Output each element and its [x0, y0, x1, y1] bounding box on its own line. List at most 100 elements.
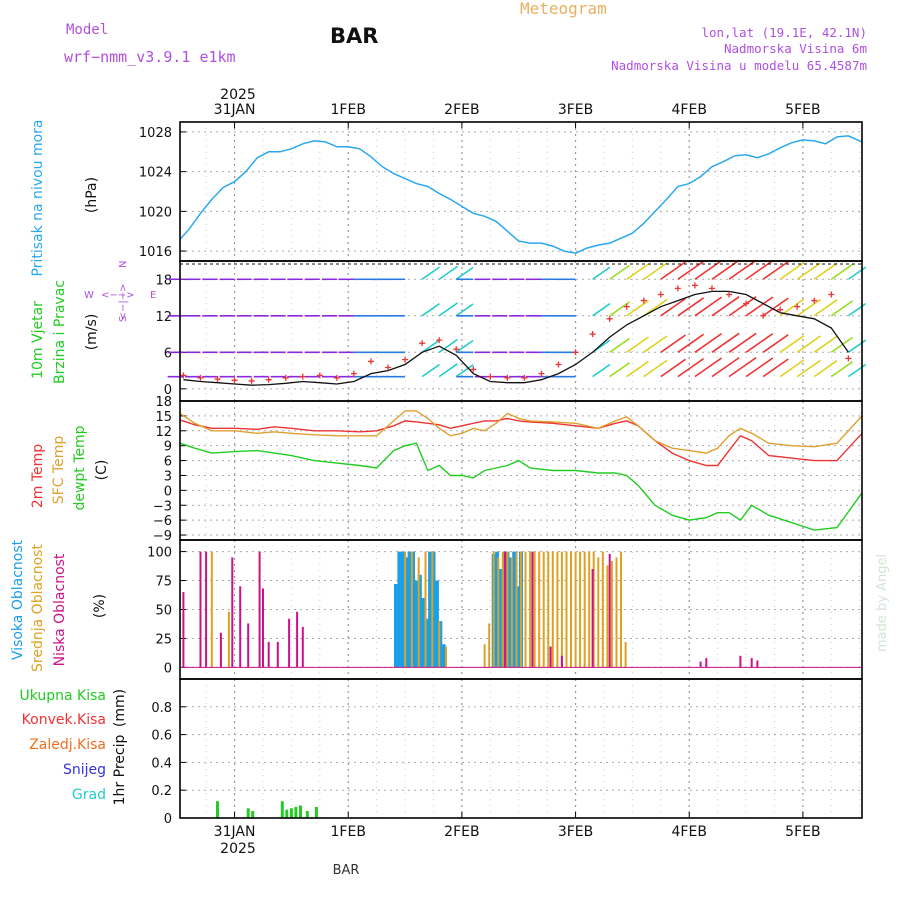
pressure-ylabel: Pritisak na nivou mora [30, 119, 46, 276]
wind-arrow [456, 267, 473, 279]
top-day-label: 4FEB [672, 102, 707, 118]
gust-marker [368, 358, 374, 364]
plot-layer: 1016102010241028061218−9−6−3036912151802… [139, 102, 866, 840]
y-tick-label: 18 [155, 273, 172, 288]
legend-freezing-rain: Zaledj.Kisa [29, 737, 106, 753]
wind-arrow [422, 365, 439, 377]
y-tick-label: 6 [164, 346, 172, 361]
mid-cloud-bar [511, 557, 513, 667]
wind-arrow [439, 266, 457, 279]
low-cloud-bar [751, 658, 753, 667]
gust-marker [249, 378, 255, 384]
mid-cloud-bar [525, 552, 527, 668]
wind-arrow [712, 333, 739, 352]
precip-bar [299, 806, 302, 819]
panel-frame [180, 679, 862, 818]
low-cloud-bar [756, 661, 758, 668]
mid-cloud-bar [556, 552, 558, 668]
low-cloud-bar [705, 658, 707, 667]
y-tick-label: 0.4 [151, 756, 172, 771]
gust-marker [300, 374, 306, 380]
y-tick-label: 6 [164, 455, 172, 470]
low-cloud-bar [262, 589, 264, 668]
mid-cloud-bar [211, 552, 213, 668]
low-cloud-bar [220, 633, 222, 668]
wind-arrow [593, 304, 610, 316]
low-cloud-bar [288, 619, 290, 668]
wind-unit: (m/s) [84, 314, 100, 351]
mid-cloud-bar [575, 552, 577, 668]
wind-arrow [831, 337, 852, 352]
y-tick-label: 1024 [139, 166, 172, 181]
cloud-unit: (%) [92, 594, 108, 618]
wind-arrow [729, 297, 756, 316]
wind-arrow [695, 334, 722, 353]
mid-cloud-bar [588, 552, 590, 668]
precip-ylabel: 1hr Precip [112, 735, 128, 806]
wind-arrow [746, 334, 773, 353]
wind-arrow [831, 362, 852, 377]
wind-arrow [610, 338, 630, 352]
mid-cloud-bar [493, 552, 495, 668]
top-year: 2025 [220, 87, 256, 103]
gust-marker [351, 371, 357, 377]
low-cloud-bar [200, 552, 202, 668]
bottom-year: 2025 [220, 841, 256, 857]
location-text: lon,lat (19.1E, 42.1N) [701, 25, 867, 40]
model-label: Model [66, 22, 108, 38]
mid-cloud-bar [611, 561, 613, 668]
precip-bar [306, 811, 309, 818]
low-cloud-bar [561, 656, 563, 668]
mid-cloud-bar [418, 557, 420, 667]
mid-cloud-bar [552, 552, 554, 668]
bottom-day-label: 5FEB [785, 824, 820, 840]
pressure-unit: (hPa) [84, 177, 100, 213]
mid-cloud-bar [529, 552, 531, 668]
top-day-label: 1FEB [331, 102, 366, 118]
y-tick-label: 0 [164, 661, 172, 676]
page-title: Meteogram [520, 0, 607, 18]
y-tick-label: −6 [153, 514, 172, 529]
low-cloud-bar [182, 592, 184, 667]
gust-marker [521, 375, 527, 381]
gust-marker [266, 377, 272, 383]
y-tick-label: 25 [155, 632, 172, 647]
y-tick-label: −3 [153, 499, 172, 514]
top-day-label: 31JAN [214, 102, 256, 118]
y-tick-label: 0 [164, 484, 172, 499]
low-cloud-bar [531, 552, 533, 668]
mid-cloud-bar [602, 552, 604, 668]
panel-frame [180, 401, 862, 540]
wind-arrow [627, 301, 649, 316]
precip-bar [251, 811, 254, 818]
y-tick-label: 3 [164, 469, 172, 484]
mid-cloud-bar [584, 552, 586, 668]
mid-cloud-bar [570, 552, 572, 668]
mid-cloud-bar [543, 552, 545, 668]
mid-cloud-bar [484, 644, 486, 667]
mid-cloud-bar [404, 552, 406, 668]
wind-arrow [439, 303, 457, 316]
y-tick-label: 100 [147, 546, 172, 561]
wind-arrow [712, 297, 739, 316]
wind-arrow [627, 361, 649, 376]
precip-bar [216, 801, 219, 818]
wind-arrow [422, 340, 439, 352]
mid-cloud-bar [625, 642, 627, 668]
bottom-day-label: 4FEB [672, 824, 707, 840]
legend-snow: Snijeg [63, 762, 106, 778]
bottom-day-label: 2FEB [444, 824, 479, 840]
temp-ylabel: 2m Temp [30, 444, 46, 508]
precip-bar [285, 810, 288, 818]
temp-unit: (C) [94, 460, 110, 481]
bottom-day-label: 3FEB [558, 824, 593, 840]
low-cloud-bar [592, 569, 594, 668]
gust-marker [845, 355, 851, 361]
wind-ylabel2: Brzina i Pravac [52, 280, 68, 384]
low-cloud-bar [700, 662, 702, 668]
mid-cloud-bar [597, 557, 599, 667]
mid-cloud-bar [411, 552, 413, 668]
gust-marker [590, 331, 596, 337]
